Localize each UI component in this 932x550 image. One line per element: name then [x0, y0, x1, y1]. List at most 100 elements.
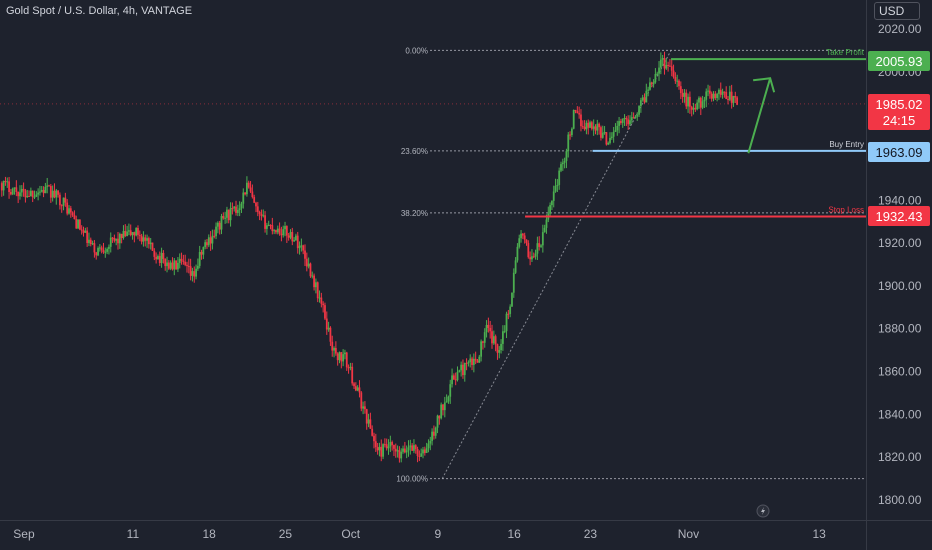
- candle: [338, 351, 341, 364]
- candle: [142, 231, 145, 247]
- candle: [133, 231, 136, 243]
- candle: [523, 232, 526, 244]
- candle: [267, 220, 270, 227]
- candle: [734, 91, 737, 104]
- candle-body: [196, 265, 199, 269]
- candle: [460, 361, 463, 377]
- fib-level-label: 23.60%: [401, 147, 428, 156]
- candle: [565, 148, 568, 169]
- candle: [227, 209, 230, 224]
- candle-body: [93, 243, 96, 253]
- candle: [117, 231, 119, 250]
- candle-body: [639, 100, 642, 107]
- candle: [679, 81, 682, 100]
- bar-countdown: 24:15: [883, 113, 916, 128]
- candle: [311, 271, 314, 279]
- symbol-title[interactable]: Gold Spot / U.S. Dollar, 4h, VANTAGE: [6, 5, 193, 17]
- candle-body: [109, 237, 112, 247]
- candle-body: [345, 352, 348, 368]
- candle-body: [414, 445, 417, 450]
- candle: [196, 258, 199, 271]
- currency-button[interactable]: USD: [874, 2, 920, 20]
- candle-body: [280, 233, 283, 236]
- candle: [39, 185, 41, 196]
- trade-level-label: Buy Entry: [829, 140, 864, 149]
- candle: [362, 401, 365, 415]
- candle-body: [658, 67, 660, 74]
- candle-body: [449, 384, 452, 397]
- candle-body: [551, 200, 553, 206]
- candle: [719, 82, 722, 98]
- candle: [342, 349, 345, 367]
- price-tick-label: 1940.00: [878, 193, 922, 207]
- candle: [124, 224, 127, 238]
- candle: [452, 373, 455, 380]
- candle: [545, 214, 548, 234]
- candle-body: [531, 256, 533, 260]
- candle-body: [452, 375, 455, 380]
- candle: [144, 234, 147, 247]
- candle: [60, 204, 63, 213]
- candle-body: [293, 240, 296, 242]
- candle-body: [556, 184, 559, 186]
- candle: [327, 321, 330, 332]
- candle: [485, 320, 488, 338]
- candle-body: [614, 130, 617, 132]
- candle: [162, 250, 165, 264]
- candle: [594, 124, 597, 135]
- candle-body: [364, 406, 366, 410]
- candle: [383, 438, 386, 448]
- candle: [692, 102, 695, 115]
- candle: [549, 202, 552, 218]
- candle: [147, 236, 150, 249]
- candle-body: [169, 262, 172, 269]
- candle-body: [44, 186, 47, 194]
- candle-body: [89, 239, 92, 245]
- candle-body: [670, 66, 673, 71]
- candle: [440, 402, 443, 420]
- candle-body: [527, 243, 530, 258]
- candle-body: [436, 415, 439, 428]
- candle-body: [629, 120, 631, 125]
- candle: [307, 257, 310, 269]
- candle-body: [120, 233, 123, 238]
- candle-body: [48, 185, 50, 187]
- candle: [273, 229, 276, 235]
- candle-body: [108, 246, 110, 249]
- candle: [696, 99, 699, 111]
- candle-body: [636, 114, 639, 117]
- candle: [88, 232, 90, 247]
- candle: [249, 181, 252, 193]
- candle-body: [420, 453, 423, 457]
- candle: [128, 223, 130, 236]
- candle: [126, 225, 128, 237]
- candle: [670, 58, 673, 77]
- candle: [269, 224, 272, 230]
- candle: [483, 328, 486, 348]
- candle: [641, 94, 644, 102]
- last-price-tag: [868, 94, 930, 130]
- settings-icon[interactable]: [756, 504, 770, 518]
- candle-body: [186, 264, 188, 266]
- candle-body: [674, 76, 677, 82]
- candle-body: [701, 101, 704, 108]
- time-tick-label: Sep: [13, 527, 35, 541]
- candle-body: [373, 435, 375, 442]
- candle: [629, 115, 631, 126]
- candle: [449, 379, 452, 404]
- candle: [422, 446, 424, 459]
- candle: [95, 251, 98, 260]
- candle-body: [552, 191, 555, 201]
- candle: [683, 89, 686, 103]
- candle: [676, 74, 679, 88]
- candle: [509, 304, 512, 318]
- candle: [732, 95, 735, 107]
- candle-body: [652, 82, 655, 85]
- candle-body: [511, 292, 513, 307]
- candle: [472, 353, 475, 373]
- candle-body: [287, 235, 290, 238]
- candle-body: [512, 272, 515, 293]
- candle: [603, 126, 606, 135]
- candle-body: [11, 188, 14, 195]
